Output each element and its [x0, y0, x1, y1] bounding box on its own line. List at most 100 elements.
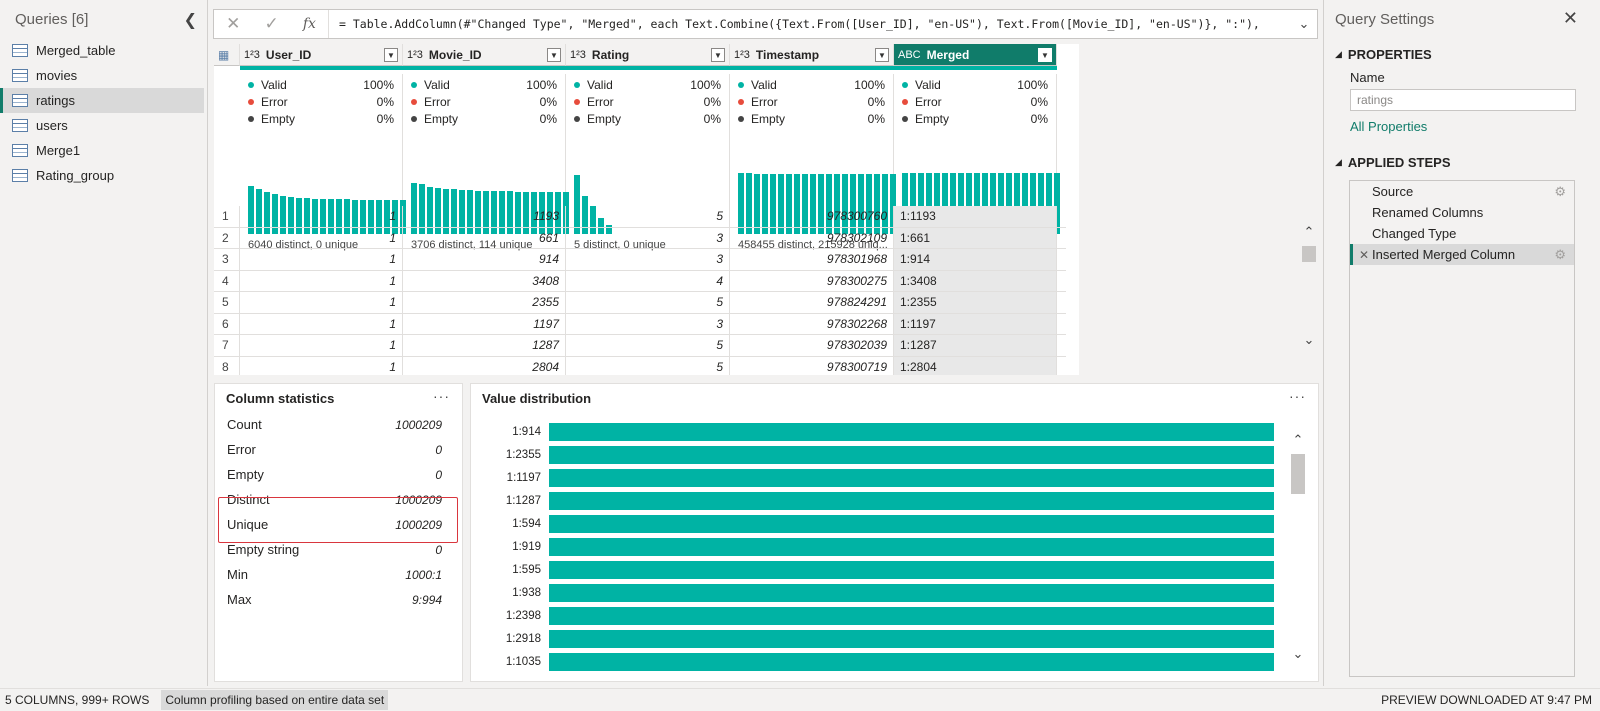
distribution-row[interactable]: 1:1035 [471, 650, 1291, 673]
table-cell[interactable]: 5 [566, 292, 730, 313]
table-cell[interactable]: 1287 [403, 335, 566, 356]
table-cell[interactable]: 978302109 [730, 227, 894, 248]
column-type-icon[interactable]: 1²3 [407, 48, 423, 61]
table-cell[interactable]: 1 [240, 206, 403, 227]
table-cell[interactable]: 978824291 [730, 292, 894, 313]
grid-scrollbar[interactable]: ⌃ ⌄ [1300, 224, 1318, 359]
scroll-thumb[interactable] [1291, 454, 1305, 494]
profiling-mode-toggle[interactable]: Column profiling based on entire data se… [161, 690, 389, 710]
query-item[interactable]: Rating_group [0, 163, 204, 188]
table-cell[interactable]: 1 [240, 313, 403, 334]
table-cell[interactable]: 1:2804 [894, 356, 1057, 375]
filter-dropdown-icon[interactable]: ▼ [547, 48, 561, 62]
table-row[interactable]: 2 1 661 3 978302109 1:661 [214, 227, 1066, 249]
scroll-down-icon[interactable]: ⌄ [1292, 646, 1304, 661]
table-cell[interactable]: 1:1193 [894, 206, 1057, 227]
table-cell[interactable]: 4 [566, 270, 730, 291]
collapse-queries-icon[interactable]: ❮ [183, 12, 197, 29]
name-field[interactable]: ratings [1350, 89, 1576, 111]
column-header[interactable]: 1²3 User_ID ▼ [240, 44, 403, 66]
table-cell[interactable]: 978300275 [730, 270, 894, 291]
table-cell[interactable]: 1:1197 [894, 313, 1057, 334]
table-cell[interactable]: 1:3408 [894, 270, 1057, 291]
filter-dropdown-icon[interactable]: ▼ [384, 48, 398, 62]
delete-step-icon[interactable]: ✕ [1359, 247, 1370, 262]
table-cell[interactable]: 661 [403, 227, 566, 248]
table-cell[interactable]: 3 [566, 227, 730, 248]
distribution-row[interactable]: 1:594 [471, 512, 1291, 535]
table-cell[interactable]: 1193 [403, 206, 566, 227]
filter-dropdown-icon[interactable]: ▼ [711, 48, 725, 62]
distribution-row[interactable]: 1:1287 [471, 489, 1291, 512]
table-cell[interactable]: 1 [240, 249, 403, 270]
table-cell[interactable]: 1:914 [894, 249, 1057, 270]
distribution-row[interactable]: 1:919 [471, 535, 1291, 558]
scroll-up-icon[interactable]: ⌃ [1303, 224, 1315, 239]
table-cell[interactable]: 914 [403, 249, 566, 270]
gear-icon[interactable]: ⚙ [1554, 246, 1566, 262]
table-cell[interactable]: 3 [566, 249, 730, 270]
formula-input[interactable]: = Table.AddColumn(#"Changed Type", "Merg… [339, 17, 1260, 31]
table-row[interactable]: 1 1 1193 5 978300760 1:1193 [214, 206, 1066, 228]
distribution-row[interactable]: 1:2918 [471, 627, 1291, 650]
table-cell[interactable]: 2804 [403, 356, 566, 375]
table-cell[interactable]: 1 [240, 270, 403, 291]
query-item[interactable]: movies [0, 63, 204, 88]
table-cell[interactable]: 978301968 [730, 249, 894, 270]
distribution-scrollbar[interactable]: ⌃ ⌄ [1290, 432, 1306, 662]
table-cell[interactable]: 978300719 [730, 356, 894, 375]
table-cell[interactable]: 1 [240, 292, 403, 313]
query-item[interactable]: Merged_table [0, 38, 204, 63]
query-item[interactable]: ratings [0, 88, 204, 113]
filter-dropdown-icon[interactable]: ▼ [875, 48, 889, 62]
table-cell[interactable]: 978300760 [730, 206, 894, 227]
gear-icon[interactable]: ⚙ [1554, 183, 1566, 199]
table-cell[interactable]: 1 [240, 356, 403, 375]
table-cell[interactable]: 5 [566, 356, 730, 375]
scroll-down-icon[interactable]: ⌄ [1303, 332, 1315, 347]
table-cell[interactable]: 5 [566, 206, 730, 227]
column-type-icon[interactable]: 1²3 [570, 48, 586, 61]
distribution-row[interactable]: 1:595 [471, 558, 1291, 581]
distribution-row[interactable]: 1:914 [471, 420, 1291, 443]
table-cell[interactable]: 3 [566, 313, 730, 334]
table-row[interactable]: 8 1 2804 5 978300719 1:2804 [214, 356, 1066, 375]
scroll-up-icon[interactable]: ⌃ [1292, 432, 1304, 447]
table-cell[interactable]: 978302039 [730, 335, 894, 356]
distribution-row[interactable]: 1:2398 [471, 604, 1291, 627]
query-item[interactable]: users [0, 113, 204, 138]
column-type-icon[interactable]: 1²3 [244, 48, 260, 61]
applied-step[interactable]: Renamed Columns [1350, 202, 1574, 223]
column-header[interactable]: ABC Merged ▼ [894, 44, 1057, 66]
more-options-icon[interactable]: ··· [1289, 388, 1306, 404]
table-cell[interactable]: 1 [240, 335, 403, 356]
table-row[interactable]: 5 1 2355 5 978824291 1:2355 [214, 292, 1066, 314]
more-options-icon[interactable]: ··· [433, 388, 450, 404]
table-cell[interactable]: 978302268 [730, 313, 894, 334]
table-row[interactable]: 4 1 3408 4 978300275 1:3408 [214, 270, 1066, 292]
table-row[interactable]: 3 1 914 3 978301968 1:914 [214, 249, 1066, 271]
all-properties-link[interactable]: All Properties [1350, 119, 1428, 134]
properties-header[interactable]: ◢ PROPERTIES [1324, 44, 1600, 64]
table-cell[interactable]: 2355 [403, 292, 566, 313]
applied-steps-header[interactable]: ◢ APPLIED STEPS [1324, 152, 1600, 172]
filter-dropdown-icon[interactable]: ▼ [1038, 48, 1052, 62]
query-item[interactable]: Merge1 [0, 138, 204, 163]
table-menu-icon[interactable]: ▦ [214, 44, 240, 66]
cancel-icon[interactable]: ✕ [226, 14, 241, 33]
applied-step[interactable]: Changed Type [1350, 223, 1574, 244]
table-cell[interactable]: 1:2355 [894, 292, 1057, 313]
commit-icon[interactable]: ✓ [264, 14, 279, 33]
column-header[interactable]: 1²3 Rating ▼ [566, 44, 730, 66]
table-cell[interactable]: 3408 [403, 270, 566, 291]
table-cell[interactable]: 1:661 [894, 227, 1057, 248]
distribution-row[interactable]: 1:2355 [471, 443, 1291, 466]
column-header[interactable]: 1²3 Movie_ID ▼ [403, 44, 566, 66]
expand-formula-icon[interactable]: ⌄ [1298, 16, 1310, 31]
distribution-row[interactable]: 1:938 [471, 581, 1291, 604]
table-row[interactable]: 6 1 1197 3 978302268 1:1197 [214, 313, 1066, 335]
scroll-thumb[interactable] [1302, 246, 1316, 262]
table-row[interactable]: 7 1 1287 5 978302039 1:1287 [214, 335, 1066, 357]
table-cell[interactable]: 1 [240, 227, 403, 248]
column-header[interactable]: 1²3 Timestamp ▼ [730, 44, 894, 66]
